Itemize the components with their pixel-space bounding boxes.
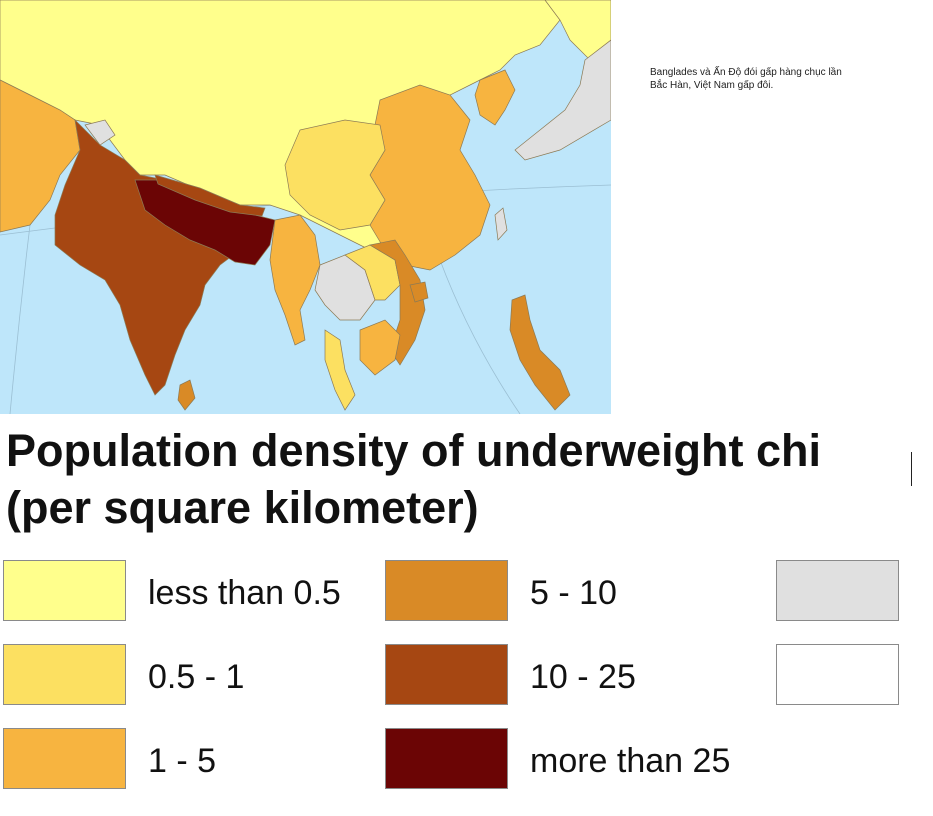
legend-swatch-no-data bbox=[776, 560, 899, 621]
legend-label-less-than-0-5: less than 0.5 bbox=[148, 574, 341, 612]
region-nepal bbox=[154, 174, 266, 217]
legend-swatch-5-10 bbox=[385, 560, 508, 621]
region-cambodia bbox=[359, 319, 401, 376]
map-svg bbox=[0, 0, 611, 414]
legend-swatch-0-5-1 bbox=[3, 644, 126, 705]
legend-swatch-not-applicable bbox=[776, 644, 899, 705]
region-china-central bbox=[284, 119, 386, 231]
legend-swatch-1-5 bbox=[3, 728, 126, 789]
map-title: Population density of underweight chi (p… bbox=[6, 422, 912, 538]
region-no-data-japan bbox=[514, 39, 611, 161]
choropleth-map bbox=[0, 0, 611, 414]
region-myanmar bbox=[269, 214, 321, 346]
region-afghanistan bbox=[0, 79, 81, 233]
legend-swatch-more-than-25 bbox=[385, 728, 508, 789]
legend-label-5-10: 5 - 10 bbox=[530, 574, 617, 612]
legend-swatch-less-than-0-5 bbox=[3, 560, 126, 621]
legend-label-1-5: 1 - 5 bbox=[148, 742, 217, 780]
region-hainan bbox=[409, 281, 429, 303]
region-taiwan bbox=[494, 207, 508, 241]
title-line-2: (per square kilometer) bbox=[6, 482, 479, 533]
legend-label-0-5-1: 0.5 - 1 bbox=[148, 658, 245, 696]
legend-label-10-25: 10 - 25 bbox=[530, 658, 636, 696]
title-line-1: Population density of underweight chi bbox=[6, 425, 822, 476]
region-no-data-kashmir bbox=[84, 119, 116, 146]
region-korea bbox=[474, 69, 516, 126]
text-cursor bbox=[911, 452, 912, 486]
region-philippines bbox=[509, 294, 571, 411]
legend-label-more-than-25: more than 25 bbox=[530, 742, 731, 780]
region-malaysia bbox=[324, 329, 356, 411]
legend-swatch-10-25 bbox=[385, 644, 508, 705]
annotation-note: Banglades và Ấn Độ đói gấp hàng chục lần… bbox=[650, 66, 890, 92]
annotation-line-1: Banglades và Ấn Độ đói gấp hàng chục lần bbox=[650, 67, 842, 78]
region-sri-lanka bbox=[177, 379, 196, 411]
annotation-line-2: Bắc Hàn, Việt Nam gấp đôi. bbox=[650, 80, 774, 91]
region-vietnam bbox=[369, 239, 426, 366]
